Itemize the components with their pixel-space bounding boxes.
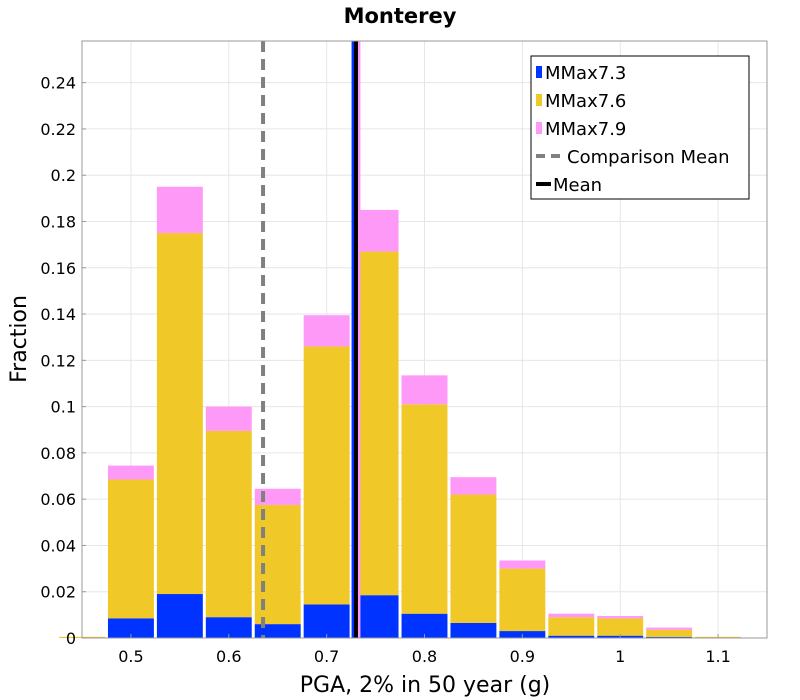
bar-segment [646,629,693,637]
x-tick-label: 0.8 [412,647,437,666]
bar-segment [646,627,693,630]
x-tick-label: 1 [615,647,625,666]
bar-segment [597,616,644,619]
bar-segment [303,604,350,638]
bar-segment [401,613,448,638]
bar-segment [548,635,595,638]
bar-segment [401,375,448,405]
x-tick-label: 0.7 [314,647,339,666]
x-axis-ticks: 0.5 0.6 0.7 0.8 0.9 1 1.1 [118,634,731,666]
y-tick-label: 0.22 [40,120,76,139]
bar-segment [450,494,497,623]
bar-segment [156,233,203,595]
bar-segment [597,618,644,636]
legend-label: Comparison Mean [567,147,730,168]
bar-segment [107,618,154,638]
y-tick-label: 0.18 [40,212,76,231]
x-tick-label: 0.5 [118,647,143,666]
y-tick-label: 0.24 [40,74,76,93]
legend-label: MMax7.6 [545,91,626,112]
x-axis-label: PGA, 2% in 50 year (g) [300,673,551,698]
bar-segment [646,636,693,638]
y-tick-label: 0.12 [40,351,76,370]
y-tick-label: 0 [66,629,76,648]
legend-label: Mean [553,175,602,196]
y-axis-label: Fraction [7,295,32,383]
legend-label: MMax7.3 [545,63,626,84]
bar-segment [205,406,252,431]
x-tick-label: 1.1 [705,647,730,666]
chart-title: Monterey [344,4,457,28]
vertical-lines [261,41,361,638]
bar-segment [548,613,595,618]
bar-segment [254,624,301,638]
bar-segment [107,479,154,619]
y-tick-label: 0.08 [40,444,76,463]
bar-segment [156,594,203,638]
x-tick-label: 0.6 [216,647,241,666]
bar-segment [499,560,546,569]
y-tick-label: 0.16 [40,259,76,278]
bar-segment [450,477,497,495]
bar-segment [450,622,497,638]
bar-segment [254,488,301,505]
y-tick-label: 0.2 [51,166,76,185]
legend-box [530,55,750,200]
legend-swatch [536,66,542,78]
bars [59,186,742,638]
legend-label: MMax7.9 [545,119,626,140]
bar-segment [303,315,350,347]
x-tick-label: 0.9 [510,647,535,666]
bar-segment [205,430,252,618]
legend: MMax7.3 MMax7.6 MMax7.9 Comparison Mean Mean [530,55,750,200]
y-tick-label: 0.1 [51,398,76,417]
y-tick-label: 0.06 [40,490,76,509]
y-tick-label: 0.02 [40,583,76,602]
legend-swatch [536,122,542,134]
y-tick-label: 0.14 [40,305,76,324]
bar-segment [499,568,546,632]
y-tick-label: 0.04 [40,536,76,555]
bar-segment [401,404,448,614]
bar-segment [156,186,203,234]
bar-segment [548,617,595,636]
bar-segment [303,346,350,605]
bar-segment [107,465,154,480]
legend-swatch [536,94,542,106]
bar-segment [205,617,252,638]
y-axis-ticks: 0 0.02 0.04 0.06 0.08 0.1 0.12 0.14 0.16 0.18 0.2 0… [40,74,86,648]
